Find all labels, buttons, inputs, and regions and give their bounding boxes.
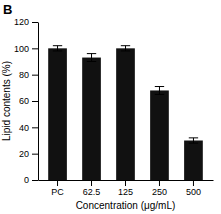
axis-line <box>38 23 39 181</box>
error-stem <box>57 46 58 51</box>
x-tick-label: PC <box>51 187 64 197</box>
y-tick-label: 40 <box>19 123 29 133</box>
y-tick-mark <box>32 180 38 181</box>
error-stem <box>91 54 92 62</box>
x-tick-mark <box>125 180 126 186</box>
y-tick-label: 20 <box>19 149 29 159</box>
bar <box>48 48 67 180</box>
error-cap <box>53 45 62 46</box>
y-tick-mark <box>32 127 38 128</box>
error-cap <box>87 61 96 62</box>
y-tick: 80 <box>19 70 38 80</box>
x-tick: 500 <box>186 180 201 197</box>
y-tick-label: 100 <box>14 44 29 54</box>
x-tick-label: 250 <box>152 187 167 197</box>
error-cap <box>155 94 164 95</box>
x-tick-mark <box>159 180 160 186</box>
y-tick-mark <box>32 48 38 49</box>
x-tick-mark <box>91 180 92 186</box>
y-tick-mark <box>32 22 38 23</box>
error-bar <box>87 54 96 62</box>
bar <box>150 90 169 180</box>
y-tick: 20 <box>19 149 38 159</box>
error-cap <box>189 137 198 138</box>
error-cap <box>53 50 62 51</box>
error-cap <box>121 45 130 46</box>
chart: 0 20 40 60 80 100 120 PC 62.5 125 250 500 Concentrat… <box>0 0 221 214</box>
x-tick: 125 <box>118 180 133 197</box>
error-stem <box>159 87 160 95</box>
error-bar <box>53 46 62 51</box>
y-tick-label: 0 <box>24 175 29 185</box>
y-axis-title: Lipid contents (%) <box>1 61 12 141</box>
y-tick-label: 120 <box>14 17 29 27</box>
y-tick-label: 80 <box>19 70 29 80</box>
plot: 0 20 40 60 80 100 120 PC 62.5 125 250 500 <box>14 17 214 197</box>
x-tick: PC <box>51 180 64 197</box>
y-tick: 60 <box>19 96 38 106</box>
y-tick: 100 <box>14 44 38 54</box>
panel-label: B <box>3 2 12 17</box>
y-tick-mark <box>32 101 38 102</box>
error-cap <box>121 50 130 51</box>
error-cap <box>155 86 164 87</box>
x-tick-label: 125 <box>118 187 133 197</box>
x-tick-mark <box>57 180 58 186</box>
error-bar <box>121 46 130 51</box>
y-tick-mark <box>32 154 38 155</box>
x-tick: 250 <box>152 180 167 197</box>
y-tick: 40 <box>19 123 38 133</box>
error-stem <box>125 46 126 51</box>
error-bar <box>155 87 164 95</box>
error-stem <box>193 138 194 143</box>
y-tick-label: 60 <box>19 96 29 106</box>
y-axis: 0 20 40 60 80 100 120 <box>14 17 39 185</box>
x-tick-label: 62.5 <box>83 187 101 197</box>
x-tick-label: 500 <box>186 187 201 197</box>
y-tick-mark <box>32 75 38 76</box>
error-bar <box>189 138 198 143</box>
x-tick-mark <box>193 180 194 186</box>
error-cap <box>189 143 198 144</box>
y-tick: 120 <box>14 17 38 27</box>
marks <box>48 46 203 180</box>
bar <box>116 48 135 180</box>
bar <box>82 58 101 180</box>
error-cap <box>87 53 96 54</box>
bar <box>184 141 203 181</box>
y-tick: 0 <box>24 175 38 185</box>
x-tick: 62.5 <box>83 180 101 197</box>
x-axis: PC 62.5 125 250 500 <box>39 180 214 197</box>
x-axis-title: Concentration (μg/mL) <box>76 200 176 211</box>
